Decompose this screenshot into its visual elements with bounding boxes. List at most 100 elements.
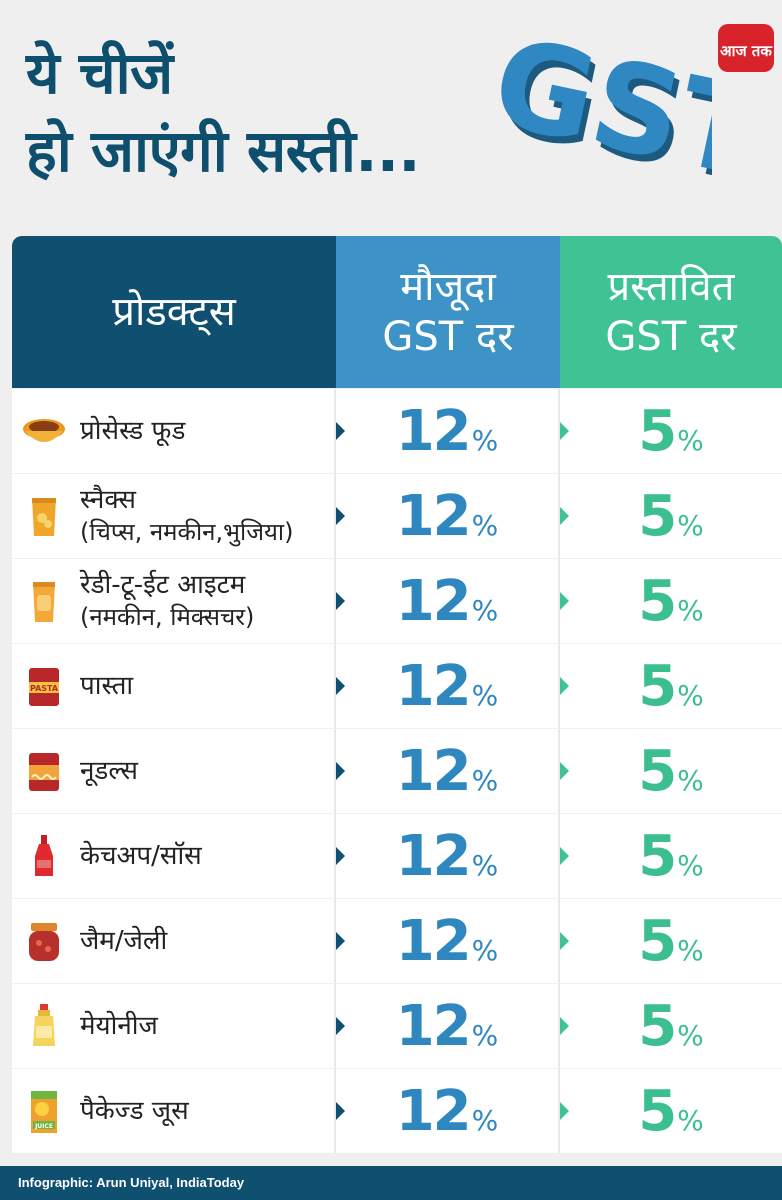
arrow-right-icon [336, 1017, 345, 1035]
current-rate-cell: 12 % [336, 984, 560, 1068]
product-title: नूडल्स [80, 756, 138, 786]
proposed-rate-value: 5 % [638, 654, 704, 719]
product-cell: केचअप/सॉस [12, 814, 336, 898]
percent-sign: % [677, 678, 704, 712]
current-rate-number: 12 [395, 1078, 472, 1144]
arrow-right-icon [560, 677, 569, 695]
percent-sign: % [471, 423, 499, 457]
gst-rate-table: प्रोडक्ट्स मौजूदा GST दर प्रस्तावित GST … [12, 236, 782, 1153]
proposed-rate-value: 5 % [638, 569, 704, 634]
arrow-right-icon [336, 847, 345, 865]
current-rate-value: 12 % [396, 569, 499, 634]
header-product: प्रोडक्ट्स [12, 236, 336, 388]
arrow-right-icon [336, 592, 345, 610]
current-rate-value: 12 % [396, 654, 499, 719]
product-title: स्नैक्स [80, 485, 136, 515]
percent-sign: % [677, 848, 704, 882]
percent-sign: % [677, 933, 704, 967]
product-name: पैकेज्ड जूस [80, 1095, 189, 1127]
current-rate-number: 12 [395, 653, 472, 719]
product-name: रेडी-टू-ईट आइटम (नमकीन, मिक्सचर) [80, 569, 254, 633]
proposed-rate-value: 5 % [638, 994, 704, 1059]
current-rate-cell: 12 % [336, 1069, 560, 1153]
footer-credit: Infographic: Arun Uniyal, IndiaToday [0, 1166, 782, 1200]
proposed-rate-cell: 5 % [560, 389, 782, 473]
table-row: JUICE पैकेज्ड जूस 12 % 5 % [12, 1069, 782, 1153]
proposed-rate-cell: 5 % [560, 559, 782, 643]
current-rate-number: 12 [395, 568, 472, 634]
product-cell: नूडल्स [12, 729, 336, 813]
juice-box-icon: JUICE [31, 1091, 57, 1133]
noodles-packet-icon [29, 753, 59, 791]
current-rate-cell: 12 % [336, 389, 560, 473]
table-row: प्रोसेस्ड फूड 12 % 5 % [12, 389, 782, 473]
mayonnaise-bottle-icon [33, 1004, 55, 1046]
arrow-right-icon [336, 932, 345, 950]
arrow-right-icon [560, 1102, 569, 1120]
current-rate-number: 12 [395, 823, 472, 889]
title-line-2: हो जाएंगी सस्ती... [26, 117, 420, 185]
current-rate-value: 12 % [396, 399, 499, 464]
proposed-rate-value: 5 % [638, 1079, 704, 1144]
current-rate-number: 12 [395, 738, 472, 804]
product-subtitle: (चिप्स, नमकीन,भुजिया) [80, 518, 294, 546]
proposed-rate-value: 5 % [638, 484, 704, 549]
proposed-rate-number: 5 [638, 653, 677, 719]
current-rate-cell: 12 % [336, 899, 560, 983]
current-rate-value: 12 % [396, 739, 499, 804]
table-row: केचअप/सॉस 12 % 5 % [12, 814, 782, 898]
percent-sign: % [471, 593, 499, 627]
proposed-rate-cell: 5 % [560, 899, 782, 983]
product-title: पास्ता [80, 671, 134, 701]
product-title: पैकेज्ड जूस [80, 1096, 189, 1126]
current-rate-cell: 12 % [336, 559, 560, 643]
arrow-right-icon [336, 507, 345, 525]
current-rate-value: 12 % [396, 484, 499, 549]
proposed-rate-cell: 5 % [560, 474, 782, 558]
svg-text:आज तक: आज तक [720, 42, 773, 60]
bowl-icon [23, 419, 65, 442]
percent-sign: % [677, 763, 704, 797]
current-rate-cell: 12 % [336, 474, 560, 558]
percent-sign: % [471, 508, 499, 542]
current-rate-number: 12 [395, 398, 472, 464]
header-current-rate: मौजूदा GST दर [336, 236, 560, 388]
percent-sign: % [471, 678, 499, 712]
table-row: स्नैक्स (चिप्स, नमकीन,भुजिया) 12 % 5 % [12, 474, 782, 558]
proposed-rate-number: 5 [638, 823, 677, 889]
header-current-line1: मौजूदा [400, 264, 496, 310]
product-name: पास्ता [80, 670, 133, 702]
current-rate-cell: 12 % [336, 814, 560, 898]
product-cell: मेयोनीज [12, 984, 336, 1068]
page-title: ये चीजें हो जाएंगी सस्ती... [26, 34, 420, 190]
ketchup-bottle-icon [35, 835, 53, 876]
arrow-right-icon [560, 1017, 569, 1035]
percent-sign: % [677, 423, 704, 457]
arrow-right-icon [336, 1102, 345, 1120]
table-body: प्रोसेस्ड फूड 12 % 5 % स्नैक्स (चिप्स, नम… [12, 389, 782, 1153]
product-name: मेयोनीज [80, 1010, 158, 1042]
percent-sign: % [677, 1103, 704, 1137]
proposed-rate-number: 5 [638, 568, 677, 634]
percent-sign: % [471, 1103, 499, 1137]
current-rate-cell: 12 % [336, 729, 560, 813]
header-product-label: प्रोडक्ट्स [112, 289, 236, 335]
product-subtitle: (नमकीन, मिक्सचर) [80, 603, 255, 631]
arrow-right-icon [336, 677, 345, 695]
product-title: केचअप/सॉस [80, 841, 202, 871]
arrow-right-icon [560, 592, 569, 610]
arrow-right-icon [336, 422, 345, 440]
table-row: रेडी-टू-ईट आइटम (नमकीन, मिक्सचर) 12 % 5 % [12, 559, 782, 643]
product-cell: प्रोसेस्ड फूड [12, 389, 336, 473]
product-cell: JUICE पैकेज्ड जूस [12, 1069, 336, 1153]
proposed-rate-number: 5 [638, 1078, 677, 1144]
proposed-rate-value: 5 % [638, 399, 704, 464]
table-row: नूडल्स 12 % 5 % [12, 729, 782, 813]
current-rate-value: 12 % [396, 1079, 499, 1144]
chips-packet-icon [32, 498, 56, 536]
product-cell: स्नैक्स (चिप्स, नमकीन,भुजिया) [12, 474, 336, 558]
snack-packet-icon [33, 582, 55, 622]
proposed-rate-number: 5 [638, 483, 677, 549]
product-title: प्रोसेस्ड फूड [80, 416, 186, 446]
product-title: रेडी-टू-ईट आइटम [80, 570, 246, 600]
